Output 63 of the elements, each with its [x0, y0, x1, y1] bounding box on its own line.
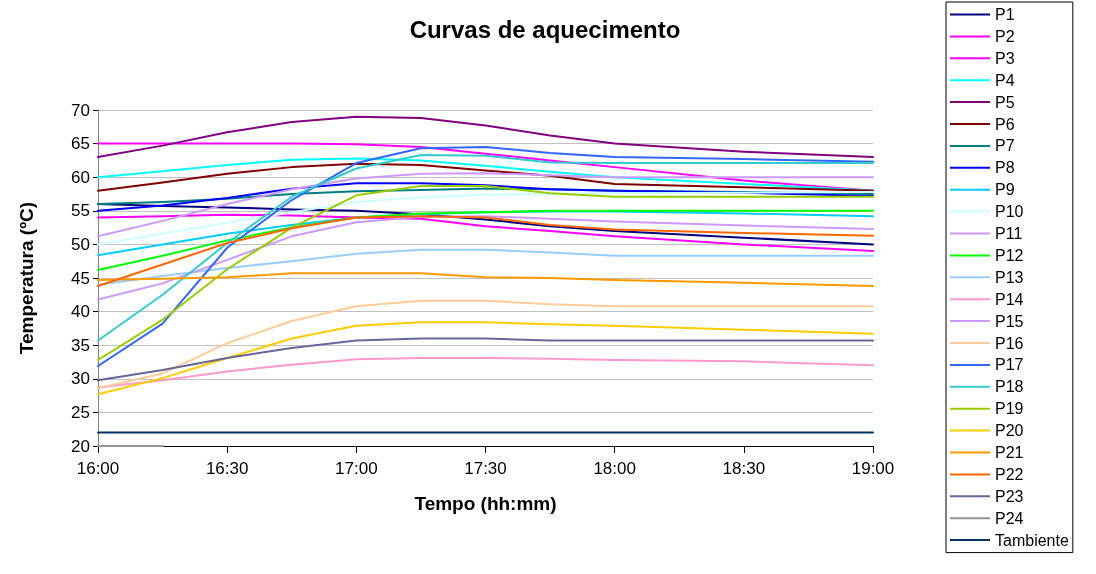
x-tick-label: 18:30	[722, 459, 766, 478]
legend-label: P2	[995, 27, 1015, 45]
x-axis-title: Tempo (hh:mm)	[414, 493, 557, 514]
line-series	[97, 356, 874, 389]
y-tick-label: 20	[71, 436, 90, 456]
legend-label: P18	[995, 378, 1024, 396]
line-series	[97, 272, 874, 288]
legend-label: P13	[995, 268, 1024, 286]
legend-label: P22	[995, 465, 1024, 483]
x-tick-label: 17:00	[335, 459, 378, 478]
legend-label: P3	[995, 49, 1015, 67]
x-tick-label: 16:00	[76, 459, 120, 478]
legend-label: P11	[995, 225, 1023, 242]
y-tick-label: 30	[71, 369, 90, 389]
x-tick-label: 19:00	[851, 459, 895, 478]
legend-label: Tambiente	[995, 531, 1069, 549]
legend-label: P5	[995, 93, 1015, 111]
legend-label: P14	[995, 290, 1024, 308]
line-series	[97, 215, 874, 301]
legend-label: P16	[995, 334, 1024, 352]
legend-label: P10	[995, 203, 1024, 221]
line-series	[97, 299, 874, 390]
chart-title: Curvas de aquecimento	[409, 15, 681, 43]
line-series	[97, 182, 874, 212]
y-tick-label: 40	[71, 302, 90, 322]
legend-label: P1	[995, 6, 1015, 23]
y-axis-title: Temperatura (ºC)	[16, 201, 37, 355]
legend-label: P17	[995, 356, 1024, 374]
legend-label: P6	[995, 115, 1015, 133]
line-series	[97, 115, 874, 159]
legend-label: P12	[995, 246, 1024, 264]
line-series	[97, 209, 874, 271]
legend-label: P23	[995, 487, 1024, 505]
x-tick-label: 18:00	[593, 459, 636, 478]
legend-label: P8	[995, 159, 1015, 177]
line-series	[97, 190, 874, 246]
x-tick-label: 17:30	[464, 459, 507, 478]
line-series	[97, 142, 874, 192]
legend-label: P9	[995, 181, 1015, 199]
legend-label: P20	[995, 422, 1024, 440]
legend-label: P24	[995, 509, 1024, 527]
y-tick-label: 60	[71, 167, 90, 187]
line-series	[97, 172, 874, 238]
legend-label: P21	[995, 444, 1024, 461]
legend-label: P7	[995, 137, 1015, 155]
y-tick-label: 35	[71, 335, 90, 355]
y-tick-label: 70	[71, 100, 90, 120]
y-tick-label: 45	[71, 268, 90, 288]
y-tick-label: 50	[71, 234, 90, 254]
line-series	[97, 215, 874, 288]
line-series	[97, 337, 874, 382]
y-tick-label: 65	[71, 134, 90, 154]
legend-label: P4	[995, 71, 1015, 89]
y-tick-label: 55	[71, 201, 90, 221]
line-series	[97, 321, 874, 396]
line-series	[97, 248, 874, 286]
y-tick-label: 25	[71, 402, 90, 422]
line-series	[97, 154, 874, 342]
legend-label: P19	[995, 400, 1024, 418]
line-series	[97, 184, 874, 361]
legend-label: P15	[995, 312, 1024, 330]
x-tick-label: 16:30	[205, 459, 249, 478]
line-series	[97, 145, 874, 368]
